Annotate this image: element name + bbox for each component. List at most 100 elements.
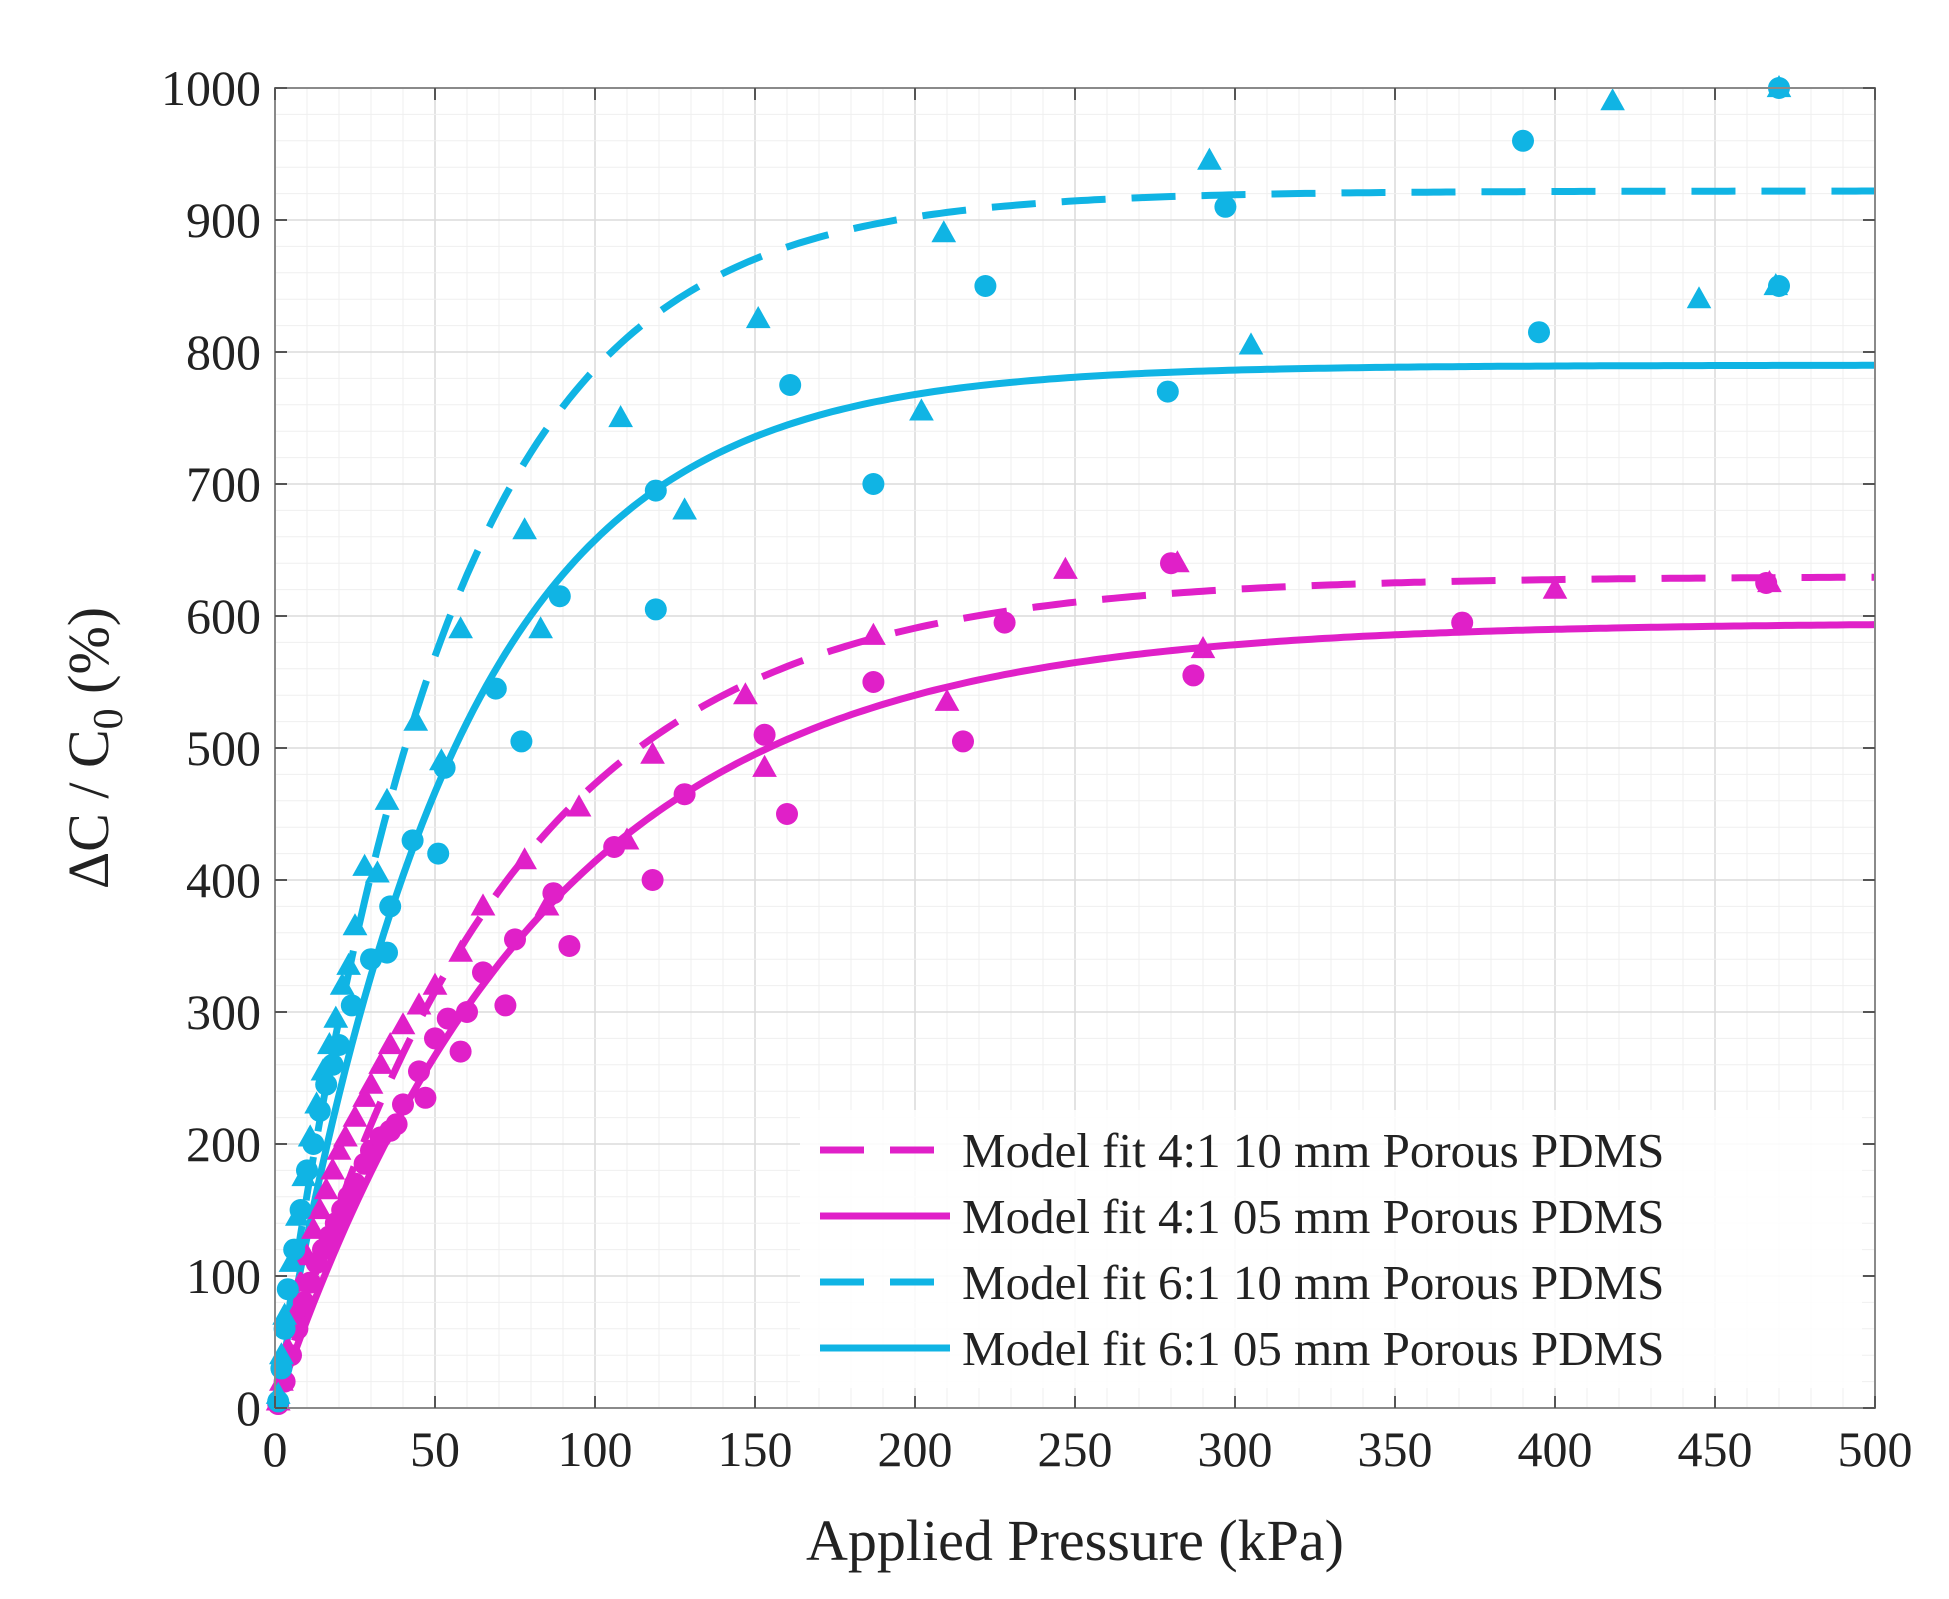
y-tick-label: 900 [186, 192, 261, 248]
data-point-circle [952, 730, 974, 753]
data-point-triangle [352, 853, 377, 876]
data-point-circle [456, 1001, 478, 1023]
fit-curve-4 [271, 361, 1875, 1409]
data-point-triangle [745, 306, 771, 329]
data-point-triangle [534, 893, 560, 916]
data-point-triangle [608, 405, 633, 428]
data-point-triangle [934, 688, 960, 711]
data-point-circle [641, 869, 664, 891]
data-point-triangle [342, 1104, 368, 1127]
data-point-circle [296, 1159, 318, 1182]
axis-ticks: 0 50 100 150 200 250 300 350 400 450 500 0 100 200 300… [161, 60, 1913, 1477]
data-point-circle [433, 756, 456, 779]
data-point-circle [270, 1357, 293, 1380]
data-point-triangle [323, 1005, 349, 1028]
data-point-triangle [313, 1177, 339, 1200]
data-point-triangle [403, 708, 429, 731]
y-tick-label: 100 [186, 1248, 261, 1304]
data-point-triangle [752, 754, 777, 777]
data-point-circle [484, 677, 507, 700]
data-point-circle [273, 1317, 296, 1340]
y-axis-title-main: ΔC / C [56, 729, 121, 889]
data-point-triangle [365, 860, 390, 883]
data-point-circle [292, 1291, 315, 1314]
data-point-triangle [733, 682, 758, 705]
data-point-triangle [336, 952, 361, 975]
x-tick-label: 100 [558, 1421, 633, 1477]
data-point-circle [321, 1053, 344, 1076]
data-point-circle [340, 994, 363, 1017]
data-point-circle [1528, 321, 1550, 344]
data-point-triangle [368, 1051, 393, 1074]
y-tick-label: 600 [186, 588, 261, 644]
legend-label-4: Model fit 6:1 05 mm Porous PDMS [962, 1321, 1664, 1376]
data-point-triangle [278, 1249, 304, 1272]
data-point-circle [315, 1073, 338, 1096]
data-point-circle [328, 1034, 350, 1056]
data-point-circle [1214, 195, 1237, 218]
data-point-circle [974, 275, 997, 297]
data-point-triangle [358, 1071, 384, 1094]
data-point-circle [276, 1278, 299, 1301]
data-point-triangle [448, 616, 473, 639]
data-point-circle [753, 723, 776, 746]
data-point-triangle [390, 1012, 416, 1035]
data-point-triangle [512, 847, 537, 870]
data-point-circle [385, 1113, 408, 1136]
data-point-circle [510, 730, 533, 753]
legend-box [800, 1110, 1862, 1388]
data-point-triangle [861, 622, 886, 645]
data-point-triangle [307, 1197, 333, 1220]
data-point-triangle [909, 398, 934, 421]
y-axis-title-tail: (%) [56, 607, 121, 708]
data-point-circle [344, 1172, 366, 1195]
data-point-circle [408, 1060, 430, 1083]
data-point-circle [1182, 664, 1205, 687]
legend-label-2: Model fit 4:1 05 mm Porous PDMS [962, 1189, 1664, 1244]
data-point-circle [427, 842, 450, 865]
data-point-triangle [320, 1157, 345, 1180]
legend-label-3: Model fit 6:1 10 mm Porous PDMS [962, 1255, 1664, 1310]
data-point-triangle [326, 1137, 352, 1160]
y-tick-label: 200 [186, 1116, 261, 1172]
data-point-circle [436, 1007, 459, 1030]
data-point-circle [449, 1040, 472, 1063]
y-tick-label: 1000 [161, 60, 261, 116]
data-point-triangle [1197, 147, 1222, 170]
data-point-circle [379, 895, 402, 918]
data-point-circle [267, 1390, 290, 1413]
data-point-circle [504, 928, 526, 951]
data-point-circle [1160, 552, 1182, 575]
data-point-triangle [1238, 332, 1264, 355]
data-point-triangle [512, 517, 537, 540]
data-point-triangle [1053, 556, 1078, 579]
data-point-circle [494, 994, 517, 1017]
y-tick-label: 0 [236, 1380, 261, 1436]
data-point-circle [776, 803, 798, 825]
y-tick-label: 800 [186, 324, 261, 380]
data-point-circle [376, 941, 398, 964]
y-axis-title-subscript: 0 [86, 708, 132, 729]
data-point-triangle [422, 972, 448, 995]
data-point-triangle [352, 1084, 377, 1107]
data-point-triangle [1686, 286, 1712, 309]
data-point-circle [1768, 275, 1790, 297]
x-tick-label: 50 [410, 1421, 460, 1477]
data-point-triangle [1190, 636, 1216, 659]
data-point-circle [401, 829, 424, 852]
x-tick-label: 0 [263, 1421, 288, 1477]
y-tick-label: 400 [186, 852, 261, 908]
y-axis-title: ΔC / C0 (%) [56, 607, 132, 889]
x-tick-label: 400 [1518, 1421, 1593, 1477]
data-point-triangle [329, 972, 355, 995]
data-point-triangle [566, 794, 592, 817]
data-point-circle [1755, 572, 1778, 594]
data-point-circle [302, 1133, 325, 1155]
x-tick-label: 450 [1678, 1421, 1753, 1477]
data-point-circle [993, 611, 1016, 634]
data-point-circle [558, 935, 581, 957]
data-point-triangle [640, 741, 665, 764]
data-point-circle [289, 1199, 312, 1221]
data-point-triangle [406, 992, 432, 1015]
